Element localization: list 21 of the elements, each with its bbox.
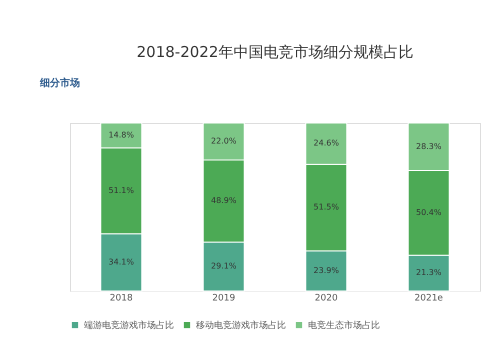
legend-label: 移动电竞游戏市场占比 bbox=[196, 320, 286, 332]
data-label: 48.9% bbox=[211, 196, 237, 206]
chart-title: 2018-2022年中国电竞市场细分规模占比 bbox=[136, 43, 414, 61]
data-label: 21.3% bbox=[416, 268, 442, 278]
data-label: 34.1% bbox=[108, 257, 134, 266]
data-label: 22.0% bbox=[211, 136, 237, 146]
data-label: 51.5% bbox=[314, 202, 340, 212]
legend-label: 端游电竞游戏市场占比 bbox=[84, 320, 174, 332]
data-label: 24.6% bbox=[314, 138, 340, 148]
data-label: 50.4% bbox=[416, 208, 442, 217]
data-label: 14.8% bbox=[108, 130, 134, 140]
legend-label: 电竞生态市场占比 bbox=[308, 320, 380, 332]
data-label: 29.1% bbox=[211, 262, 237, 271]
x-tick-label: 2019 bbox=[212, 294, 236, 304]
text: 细分市场 bbox=[39, 77, 80, 89]
data-label: 23.9% bbox=[314, 266, 340, 275]
x-tick-label: 2018 bbox=[110, 294, 133, 304]
x-tick-label: 2021e bbox=[414, 294, 444, 304]
data-label: 28.3% bbox=[416, 142, 442, 151]
data-label: 51.1% bbox=[108, 186, 134, 195]
x-tick-label: 2020 bbox=[314, 294, 338, 304]
